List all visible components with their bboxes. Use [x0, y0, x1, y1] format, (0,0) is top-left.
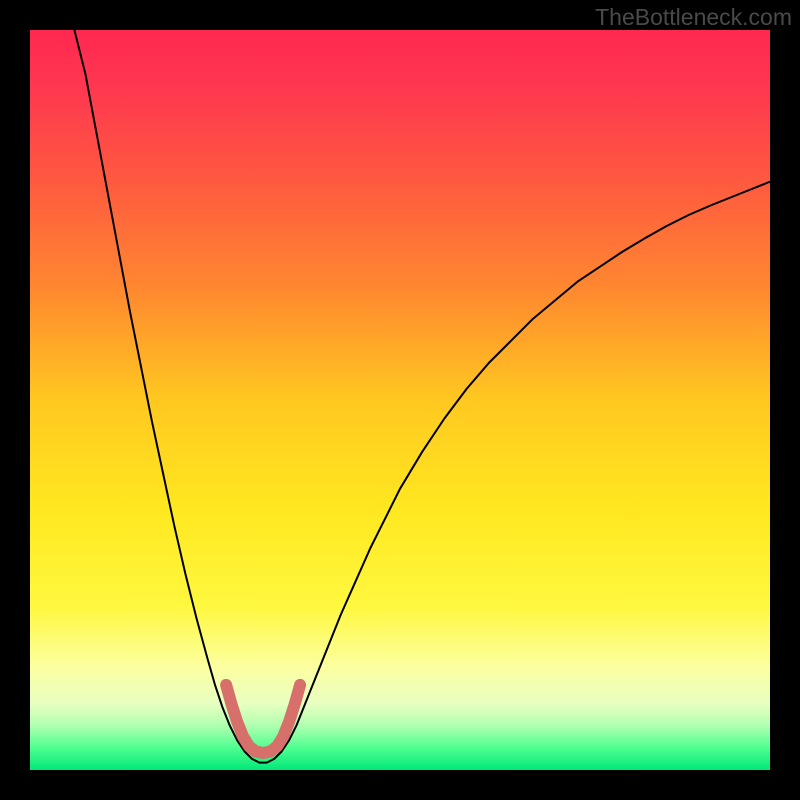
chart-background — [30, 30, 770, 770]
chart-svg — [30, 30, 770, 770]
chart-plot-area — [30, 30, 770, 770]
watermark-text: TheBottleneck.com — [595, 4, 792, 31]
